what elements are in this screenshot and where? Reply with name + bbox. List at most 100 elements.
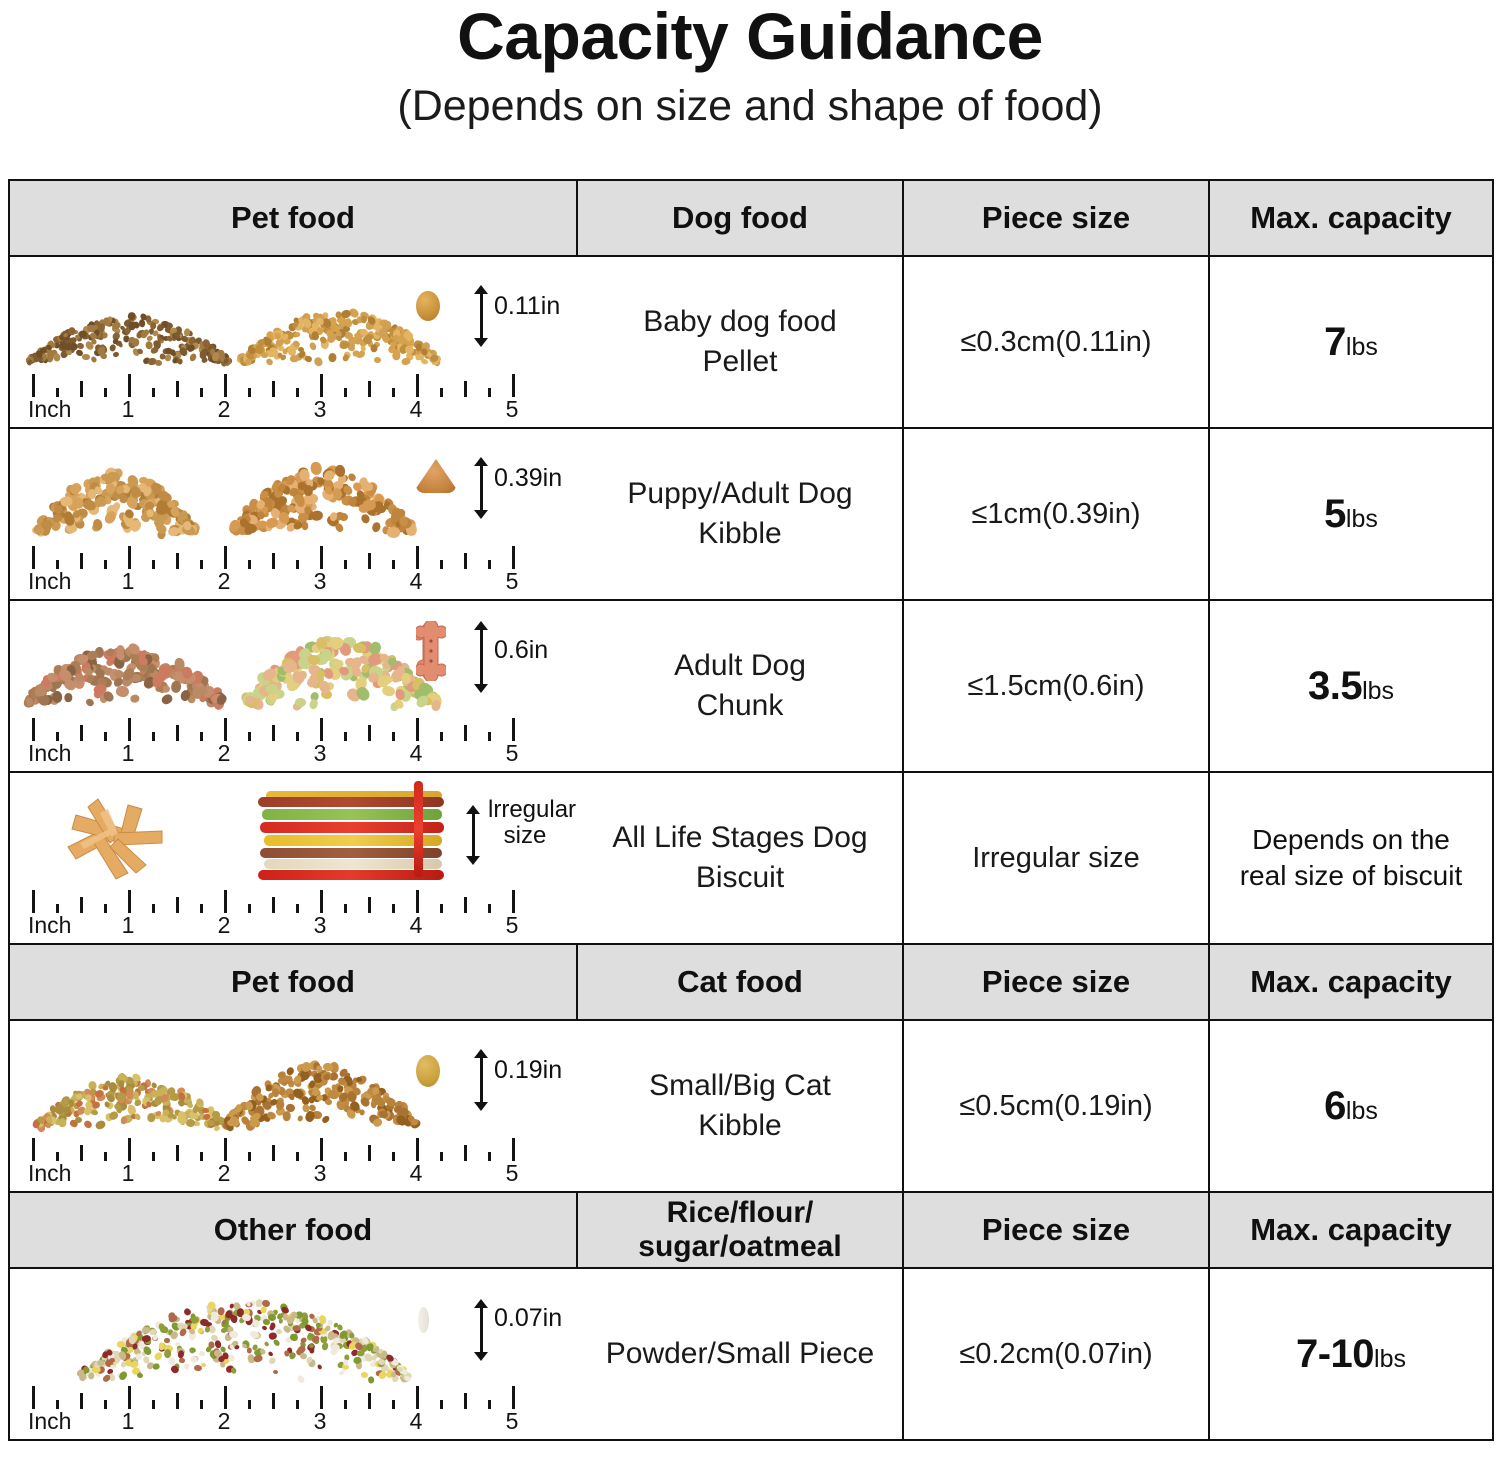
specimen-group: 0.07in xyxy=(410,1275,570,1385)
ruler-icon: Inch 1 2 3 4 5 xyxy=(28,545,519,595)
capacity-unit: lbs xyxy=(1345,332,1378,361)
caliper-icon xyxy=(464,805,482,865)
food-type-line2: Chunk xyxy=(696,689,784,722)
specimen-grain xyxy=(418,1307,429,1333)
caliper-icon xyxy=(472,285,490,347)
header-piece-size: Piece size xyxy=(902,943,1210,1021)
food-pile-left xyxy=(21,641,229,712)
food-pile-left xyxy=(31,464,202,541)
page-subtitle: (Depends on size and shape of food) xyxy=(397,82,1103,131)
ruler-labels: Inch 1 2 3 4 5 xyxy=(28,740,519,766)
food-pile-right xyxy=(228,461,418,539)
measure-label: 0.6in xyxy=(494,636,549,664)
header-max-capacity: Max. capacity xyxy=(1208,1191,1494,1269)
ruler-ticks xyxy=(32,1137,515,1161)
ruler-icon: Inch 1 2 3 4 5 xyxy=(28,1385,518,1435)
measure-label-line2: size xyxy=(503,821,547,849)
sticks-photo xyxy=(258,791,448,883)
food-type-line2: Kibble xyxy=(698,1109,782,1142)
table-row: 0.39in Inch 1 2 3 4 5 Puppy/Adult Dog Kibble … xyxy=(8,427,1494,601)
food-photos xyxy=(10,1273,578,1385)
header-grains: Rice/flour/ sugar/oatmeal xyxy=(576,1191,904,1269)
food-pile-grains xyxy=(75,1298,414,1384)
measure-label: 0.11in xyxy=(494,292,561,320)
header-grains-line2: sugar/oatmeal xyxy=(638,1230,842,1263)
header-dog-food: Dog food xyxy=(576,179,904,257)
specimen-group: 0.11in xyxy=(410,263,570,373)
capacity-number: 7 xyxy=(1324,319,1346,364)
food-type-line1: Baby dog food xyxy=(643,305,837,339)
capacity-unit: lbs xyxy=(1345,1096,1378,1125)
food-image-cell: 0.07in Inch 1 2 3 4 5 xyxy=(8,1267,578,1441)
ruler-labels: Inch 1 2 3 4 5 xyxy=(28,1160,519,1186)
capacity-text-line2: real size of biscuit xyxy=(1239,860,1463,891)
capacity-number: 7-10 xyxy=(1295,1331,1375,1376)
piece-size-cell: ≤0.3cm(0.11in) xyxy=(902,255,1210,429)
capacity-unit: lbs xyxy=(1362,676,1395,705)
food-type-line2: Pellet xyxy=(702,345,778,378)
food-pile-right xyxy=(236,307,442,368)
food-type-line1: Adult Dog xyxy=(674,649,806,683)
table-row: 0.6in Inch 1 2 3 4 5 Adult Dog Chunk ≤1.5cm(0… xyxy=(8,599,1494,773)
piece-size-cell: ≤0.5cm(0.19in) xyxy=(902,1019,1210,1193)
table-row: lrregular size Inch 1 2 3 4 5 All Life Stages… xyxy=(8,771,1494,945)
capacity-table: Pet food Dog food Piece size Max. capaci… xyxy=(8,179,1494,1441)
food-photos xyxy=(10,433,578,545)
piece-size-cell: ≤0.2cm(0.07in) xyxy=(902,1267,1210,1441)
measure-label-line1: lrregular xyxy=(488,796,577,823)
measure-label: 0.19in xyxy=(494,1056,563,1084)
food-type-line2: Kibble xyxy=(698,517,782,550)
page-title: Capacity Guidance xyxy=(457,0,1043,73)
header-piece-size: Piece size xyxy=(902,179,1210,257)
specimen-stick xyxy=(414,781,423,877)
food-type-cell: All Life Stages Dog Biscuit xyxy=(576,771,904,945)
food-type-cell: Baby dog food Pellet xyxy=(576,255,904,429)
specimen-group: 0.6in xyxy=(410,607,570,717)
specimen-group: lrregular size xyxy=(410,779,577,889)
food-image-cell: 0.6in Inch 1 2 3 4 5 xyxy=(8,599,578,773)
food-image-cell: 0.11in Inch 1 2 3 4 5 xyxy=(8,255,578,429)
specimen-group: 0.19in xyxy=(410,1027,570,1137)
capacity-number: 3.5 xyxy=(1307,663,1363,708)
food-type-cell: Powder/Small Piece xyxy=(576,1267,904,1441)
header-pet-food: Pet food xyxy=(8,179,578,257)
food-type-line1: Small/Big Cat xyxy=(649,1069,831,1103)
capacity-number: 6 xyxy=(1324,1083,1346,1128)
caliper-icon xyxy=(472,1049,490,1111)
capacity-text-line1: Depends on the xyxy=(1252,823,1450,855)
measure-label: 0.39in xyxy=(494,464,563,492)
food-image-cell: 0.39in Inch 1 2 3 4 5 xyxy=(8,427,578,601)
food-pile-left xyxy=(25,310,234,368)
food-photos xyxy=(10,605,578,717)
capacity-cell: 5lbs xyxy=(1208,427,1494,601)
header-cat-food: Cat food xyxy=(576,943,904,1021)
ruler-labels: Inch 1 2 3 4 5 xyxy=(28,396,519,422)
section-header-cat: Pet food Cat food Piece size Max. capaci… xyxy=(8,943,1494,1021)
food-pile-right xyxy=(222,1058,423,1133)
ruler-icon: Inch 1 2 3 4 5 xyxy=(28,373,519,423)
food-type-cell: Adult Dog Chunk xyxy=(576,599,904,773)
capacity-unit: lbs xyxy=(1374,1344,1407,1373)
table-row: 0.07in Inch 1 2 3 4 5 Powder/Small Piece ≤0.2… xyxy=(8,1267,1494,1441)
ruler-ticks xyxy=(32,545,515,569)
food-image-cell: lrregular size Inch 1 2 3 4 5 xyxy=(8,771,578,945)
food-pile-right xyxy=(238,634,445,713)
table-row: 0.19in Inch 1 2 3 4 5 Small/Big Cat Kibble ≤0… xyxy=(8,1019,1494,1193)
caliper-icon xyxy=(472,457,490,519)
capacity-cell: Depends on the real size of biscuit xyxy=(1208,771,1494,945)
header-piece-size: Piece size xyxy=(902,1191,1210,1269)
food-type-line2: Biscuit xyxy=(695,861,785,894)
specimen-bone-biscuit xyxy=(412,619,448,683)
ruler-labels: Inch 1 2 3 4 5 xyxy=(28,912,519,938)
ruler-labels: Inch 1 2 3 4 5 xyxy=(28,568,519,594)
ruler-icon: Inch 1 2 3 4 5 xyxy=(28,889,519,939)
caliper-icon xyxy=(472,1299,490,1361)
capacity-cell: 3.5lbs xyxy=(1208,599,1494,773)
capacity-number: 5 xyxy=(1324,491,1346,536)
specimen-pellet xyxy=(416,291,440,321)
piece-size-cell: ≤1.5cm(0.6in) xyxy=(902,599,1210,773)
food-pile-left xyxy=(31,1071,230,1133)
food-image-cell: 0.19in Inch 1 2 3 4 5 xyxy=(8,1019,578,1193)
food-type-line1: Puppy/Adult Dog xyxy=(627,477,853,511)
specimen-group: 0.39in xyxy=(410,435,570,545)
